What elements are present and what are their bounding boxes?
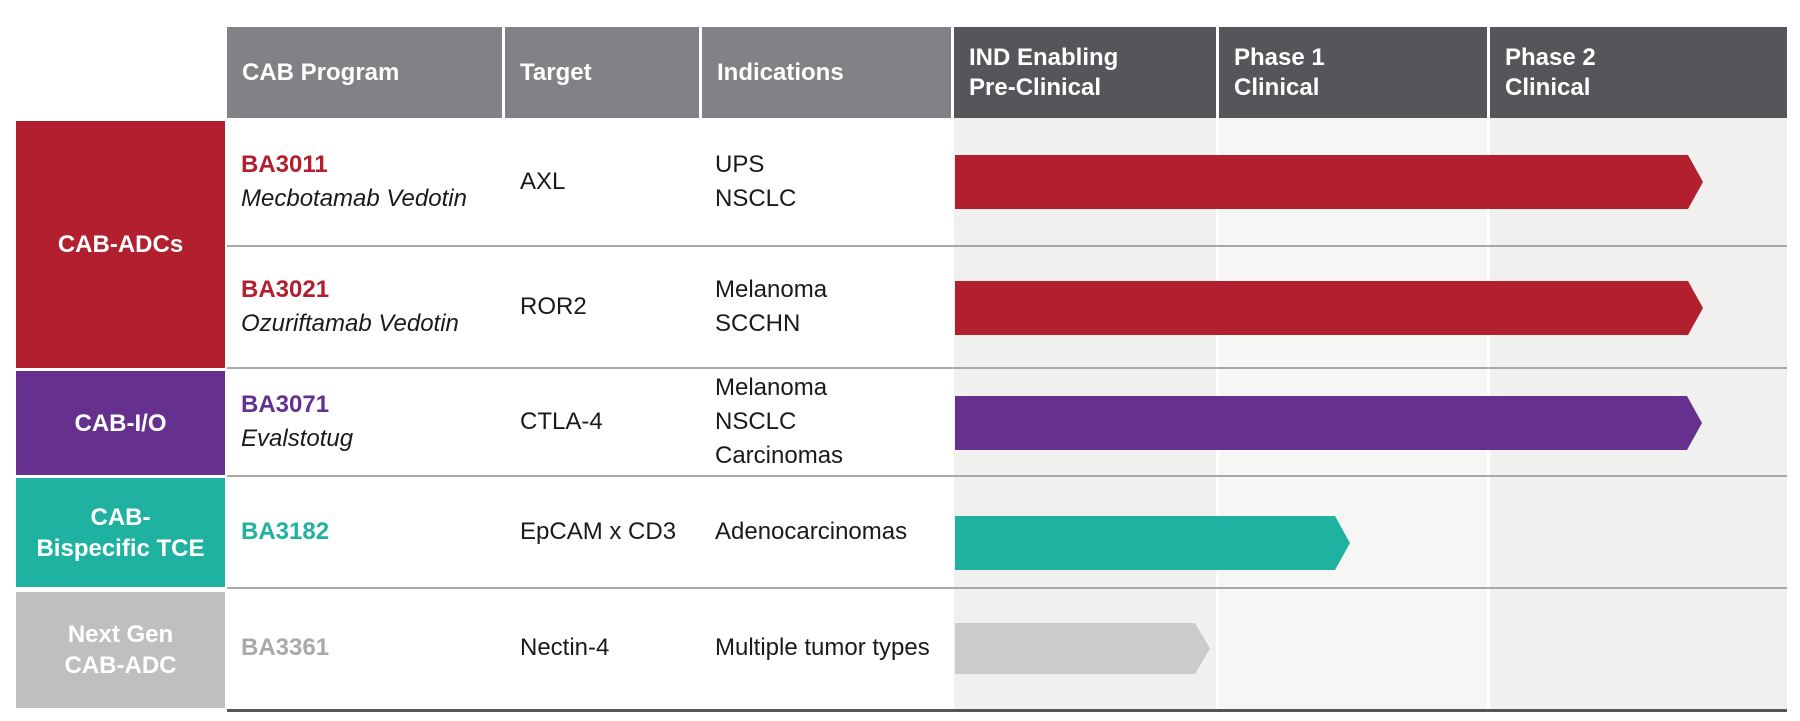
header-ind-enabling-preclinical: IND Enabling Pre-Clinical (954, 27, 1216, 118)
indication-line: NSCLC (715, 408, 797, 435)
indications-cell: Melanoma NSCLC Carcinomas (715, 368, 960, 476)
program-generic-name: Ozuriftamab Vedotin (241, 310, 459, 337)
header-phase1-clinical: Phase 1 Clinical (1219, 27, 1487, 118)
row-ba3182: BA3182 EpCAM x CD3 Adenocarcinomas (227, 476, 1787, 588)
category-label: Next Gen (67, 621, 174, 648)
header-indications: Indications (702, 27, 951, 118)
target-value: Nectin-4 (520, 634, 610, 661)
category-label: CAB-I/O (74, 409, 167, 437)
program-cell: BA3021 Ozuriftamab Vedotin (241, 246, 513, 368)
header-target: Target (505, 27, 699, 118)
program-generic-name: Mecbotamab Vedotin (241, 185, 467, 212)
row-divider (227, 245, 1787, 247)
program-code: BA3361 (241, 634, 330, 661)
indications-cell: UPS NSCLC (715, 118, 960, 246)
header-phase2-clinical: Phase 2 Clinical (1490, 27, 1787, 118)
row-divider (227, 367, 1787, 369)
target-value: ROR2 (520, 293, 587, 320)
indications-cell: Multiple tumor types (715, 588, 960, 708)
progress-arrow-ba3021 (955, 281, 1703, 335)
category-next-gen-cab-adc: Next Gen CAB-ADC (16, 592, 225, 708)
row-divider (227, 587, 1787, 589)
table-bottom-border (227, 709, 1787, 712)
category-cab-adcs: CAB-ADCs (16, 121, 225, 368)
target-cell: EpCAM x CD3 (520, 476, 705, 588)
program-cell: BA3071 Evalstotug (241, 368, 513, 476)
header-label: Target (520, 58, 592, 86)
target-cell: AXL (520, 118, 705, 246)
target-value: CTLA-4 (520, 408, 603, 435)
target-cell: ROR2 (520, 246, 705, 368)
header-label: CAB Program (242, 58, 400, 86)
program-cell: BA3011 Mecbotamab Vedotin (241, 118, 513, 246)
program-code: BA3011 (241, 151, 328, 178)
category-cab-bispecific-tce: CAB- Bispecific TCE (16, 478, 225, 587)
indication-line: NSCLC (715, 185, 797, 212)
indication-line: Melanoma (715, 276, 828, 303)
category-label: CAB-ADCs (57, 231, 184, 258)
program-generic-name: Evalstotug (241, 425, 354, 452)
program-cell: BA3361 (241, 588, 513, 708)
indication-line: Melanoma (715, 374, 828, 401)
category-cab-io: CAB-I/O (16, 371, 225, 475)
indication-line: Multiple tumor types (715, 634, 930, 661)
header-label: IND Enabling (969, 43, 1119, 71)
row-divider (227, 475, 1787, 477)
program-code: BA3182 (241, 518, 330, 545)
category-label-line2: Bispecific TCE (36, 534, 205, 562)
header-label: Indications (717, 58, 844, 86)
program-code: BA3071 (241, 391, 330, 418)
progress-arrow-ba3361 (955, 623, 1210, 674)
row-ba3071: BA3071 Evalstotug CTLA-4 Melanoma NSCLC … (227, 368, 1787, 476)
target-value: AXL (520, 168, 566, 195)
indication-line: UPS (715, 151, 765, 178)
progress-arrow-ba3071 (955, 396, 1702, 450)
row-ba3011: BA3011 Mecbotamab Vedotin AXL UPS NSCLC (227, 118, 1787, 246)
indications-cell: Melanoma SCCHN (715, 246, 960, 368)
indications-cell: Adenocarcinomas (715, 476, 960, 588)
category-label: CAB- (90, 503, 151, 531)
progress-arrow-ba3011 (955, 155, 1703, 209)
indication-line: Adenocarcinomas (715, 518, 908, 545)
target-value: EpCAM x CD3 (520, 518, 677, 545)
category-label-line2: CAB-ADC (64, 652, 177, 679)
header-label: Phase 1 (1234, 43, 1325, 71)
program-code: BA3021 (241, 276, 330, 303)
header-label-line2: Clinical (1505, 73, 1591, 101)
indication-line: Carcinomas (715, 442, 844, 469)
header-cab-program: CAB Program (227, 27, 502, 118)
progress-arrow-ba3182 (955, 516, 1350, 570)
row-ba3021: BA3021 Ozuriftamab Vedotin ROR2 Melanoma… (227, 246, 1787, 368)
header-label-line2: Pre-Clinical (969, 73, 1102, 101)
target-cell: Nectin-4 (520, 588, 705, 708)
header-label: Phase 2 (1505, 43, 1596, 71)
target-cell: CTLA-4 (520, 368, 705, 476)
header-label-line2: Clinical (1234, 73, 1320, 101)
indication-line: SCCHN (715, 310, 801, 337)
program-cell: BA3182 (241, 476, 513, 588)
row-ba3361: BA3361 Nectin-4 Multiple tumor types (227, 588, 1787, 708)
